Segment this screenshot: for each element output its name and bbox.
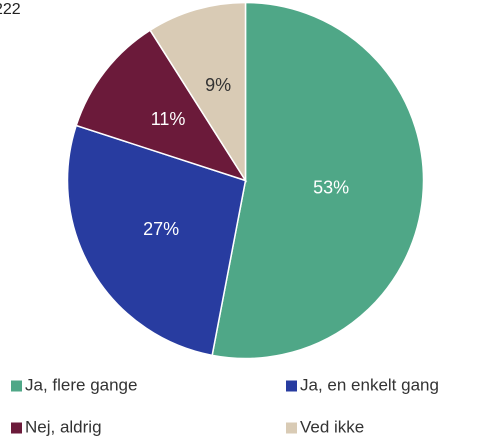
pie-slice	[211, 1, 425, 360]
legend-swatch	[11, 422, 22, 434]
pie-slice	[149, 1, 247, 184]
legend-swatch	[286, 380, 297, 392]
pie-slice	[66, 124, 247, 357]
legend-label: Nej, aldrig	[25, 417, 102, 436]
chart-title: 222	[0, 1, 21, 18]
legend-label: Ved ikke	[300, 417, 364, 436]
data-label: 9%	[205, 75, 231, 95]
pie-slice	[75, 29, 248, 182]
legend-swatch	[11, 380, 22, 392]
legend-swatch	[286, 422, 297, 434]
legend-label: Ja, en enkelt gang	[300, 375, 439, 394]
data-label: 11%	[151, 109, 186, 129]
data-label: 53%	[313, 177, 349, 197]
data-label: 27%	[143, 219, 179, 239]
legend-label: Ja, flere gange	[25, 375, 137, 394]
